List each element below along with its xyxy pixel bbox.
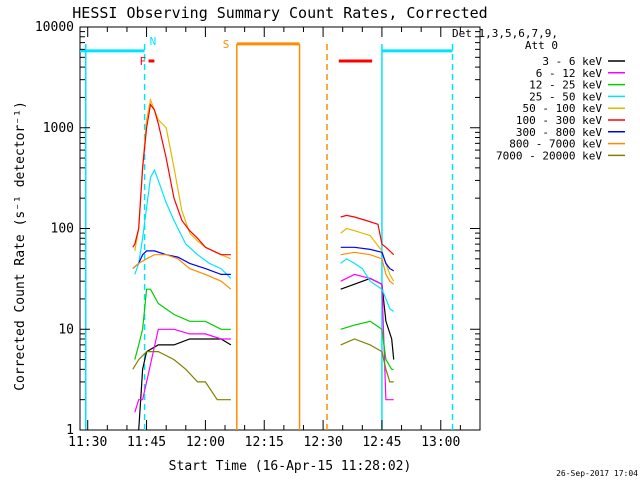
y-tick-label: 10000	[35, 20, 74, 35]
flag-label: S	[223, 38, 230, 51]
observation-flags: NF S	[80, 35, 453, 68]
footer-date: 26-Sep-2017 17:04	[556, 469, 638, 478]
y-tick-label: 1000	[43, 121, 74, 136]
flag-label: F	[140, 55, 147, 68]
y-tick-label: 1	[66, 423, 74, 438]
x-axis-ticks: 11:30 11:45 12:00 12:15 12:30 12:45 13:00	[68, 27, 461, 450]
legend-label: 100 - 300 keV	[516, 114, 602, 127]
series-line	[340, 258, 395, 312]
legend-label: 7000 - 20000 keV	[496, 149, 602, 162]
series-line	[340, 227, 395, 282]
x-tick-label: 12:15	[245, 435, 284, 450]
series-line	[340, 320, 394, 370]
series-line	[132, 102, 231, 256]
legend-label: 25 - 50 keV	[529, 90, 602, 103]
legend-label: 300 - 800 keV	[516, 126, 602, 139]
legend-label: 12 - 25 keV	[529, 79, 602, 92]
series-line	[340, 277, 395, 360]
y-axis-label: Corrected Count Rate (s⁻¹ detector⁻¹)	[13, 101, 28, 391]
series-line	[340, 251, 395, 285]
series-line	[340, 214, 395, 256]
vertical-markers	[85, 44, 454, 430]
x-tick-label: 11:45	[127, 435, 166, 450]
plot-frame	[79, 26, 481, 431]
legend-label: 800 - 7000 keV	[509, 138, 602, 151]
flag-label: N	[150, 35, 157, 48]
y-tick-label: 100	[51, 222, 74, 237]
legend-label: 3 - 6 keV	[542, 55, 602, 68]
y-tick-label: 10	[58, 322, 74, 337]
x-axis-label: Start Time (16-Apr-15 11:28:02)	[169, 459, 412, 474]
chart-title: HESSI Observing Summary Count Rates, Cor…	[72, 4, 487, 22]
series-line	[340, 246, 394, 272]
x-tick-label: 12:00	[186, 435, 225, 450]
series-line	[134, 168, 232, 279]
legend-label: 50 - 100 keV	[523, 102, 603, 115]
x-tick-label: 12:30	[304, 435, 343, 450]
series-line	[340, 338, 394, 383]
legend-header-line2: Att 0	[525, 39, 558, 52]
y-axis-ticks: 1 10 100 1000 10000	[35, 20, 480, 438]
series-line	[134, 328, 231, 413]
series-line	[132, 351, 231, 401]
series-lines	[132, 97, 395, 431]
series-line	[340, 273, 394, 401]
x-tick-label: 11:30	[68, 435, 107, 450]
series-line	[134, 97, 232, 260]
x-tick-label: 12:45	[362, 435, 401, 450]
x-tick-label: 13:00	[421, 435, 460, 450]
series-line	[132, 254, 232, 290]
series-line	[138, 338, 232, 431]
series-line	[134, 288, 231, 360]
legend-label: 6 - 12 keV	[536, 67, 603, 80]
